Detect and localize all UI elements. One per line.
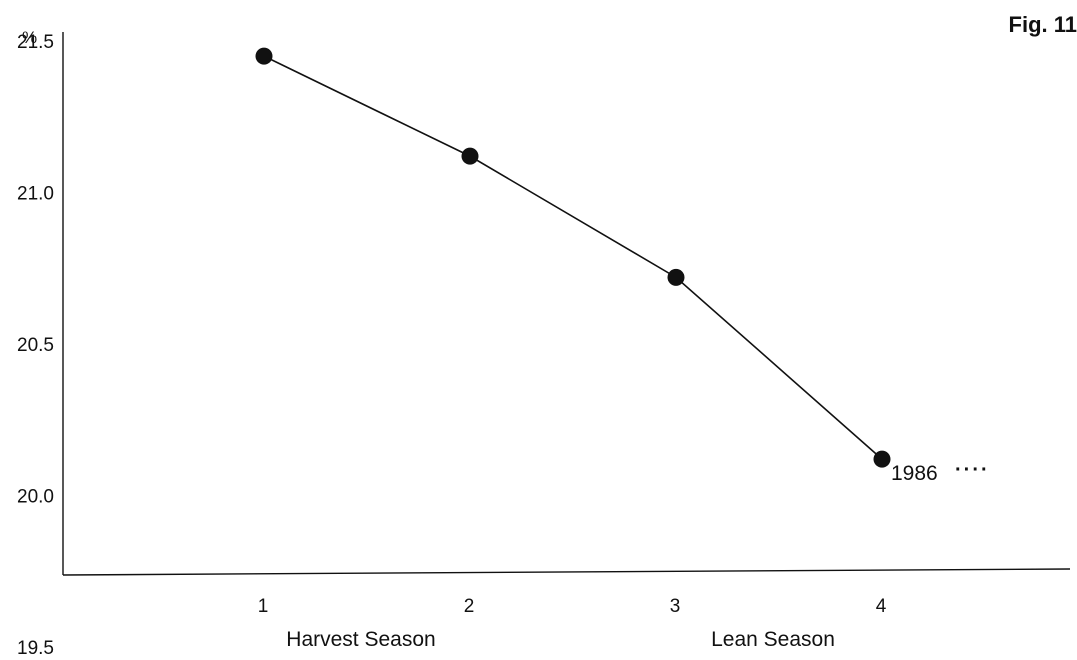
data-point bbox=[255, 47, 273, 65]
y-tick-label: 20.0 bbox=[17, 487, 54, 508]
x-tick-label: 3 bbox=[670, 596, 681, 617]
series-line bbox=[263, 55, 883, 460]
series-label: 1986 bbox=[891, 462, 938, 485]
series-group: 19851986···· bbox=[255, 47, 990, 485]
y-tick-label: 21.0 bbox=[17, 184, 54, 205]
x-tick-label: 2 bbox=[464, 596, 475, 617]
y-tick-labels: 19.520.020.521.021.522.022.523.0 bbox=[17, 32, 54, 659]
season-label: Harvest Season bbox=[286, 628, 435, 651]
season-labels: Harvest Season Lean Season bbox=[286, 628, 835, 651]
data-point bbox=[461, 147, 479, 165]
y-tick-label: 19.5 bbox=[17, 638, 54, 659]
x-tick-label: 1 bbox=[258, 596, 269, 617]
season-label: Lean Season bbox=[711, 628, 835, 651]
y-tick-label: 21.5 bbox=[17, 32, 54, 53]
x-axis-line bbox=[62, 568, 1071, 576]
y-tick-label: 20.5 bbox=[17, 335, 54, 356]
series-1986: 1986 ···· bbox=[255, 47, 990, 485]
figure-label: Fig. 11 bbox=[1009, 12, 1077, 37]
data-point bbox=[667, 268, 685, 286]
series-label-suffix: ···· bbox=[955, 459, 990, 481]
x-tick-labels: 1 2 3 4 bbox=[258, 596, 887, 617]
x-tick-label: 4 bbox=[876, 596, 887, 617]
data-point bbox=[873, 450, 891, 468]
y-axis-unit: % bbox=[22, 28, 37, 47]
